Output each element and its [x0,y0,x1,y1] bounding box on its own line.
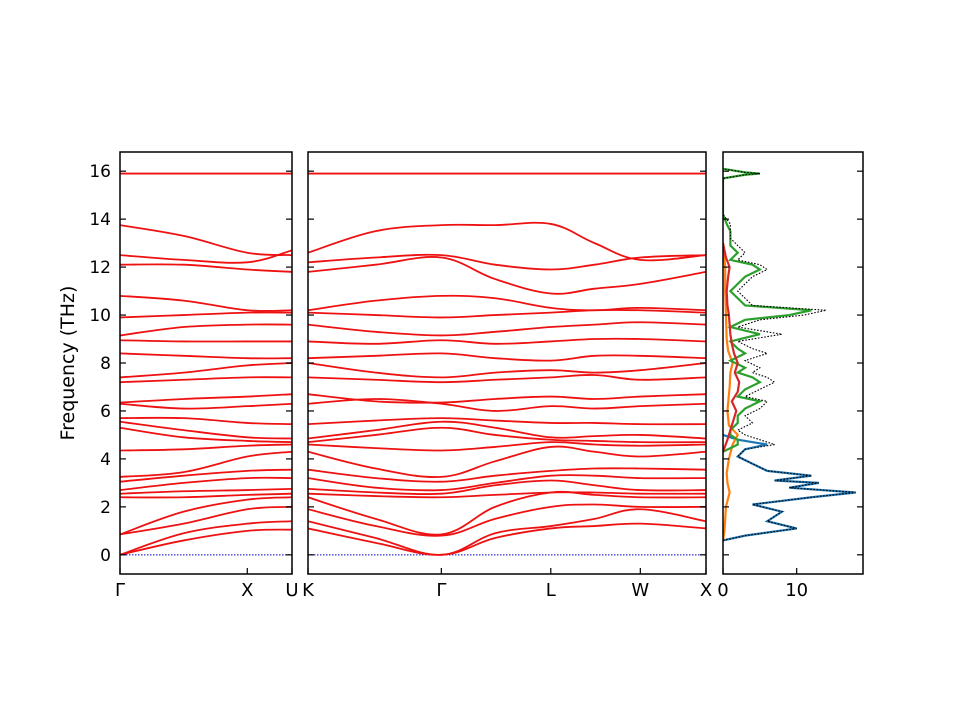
x-tick-label: Γ [436,580,446,601]
band-line [308,256,706,295]
y-axis-label: Frequency (THz) [57,286,79,441]
band-line [308,445,706,478]
band-line [120,492,292,499]
y-tick-label: 10 [89,306,111,326]
band-line [120,443,292,452]
y-tick-label: 14 [89,210,111,230]
dos-panel: 0 10 [717,151,864,601]
band-line [308,474,706,492]
band-line [120,528,292,556]
band-line [120,402,292,410]
band-line [120,520,292,556]
band-line [308,503,706,537]
band-line [120,376,292,384]
x-tick-label: K [302,580,315,601]
band-line [120,416,292,426]
y-tick-label: 12 [89,258,111,278]
band-line [308,420,706,440]
band-line [308,467,706,483]
band-line [120,450,292,478]
band-line [308,398,706,412]
dos-curves [723,167,856,542]
y-tick-label: 16 [89,162,111,182]
partial-dos-line [723,242,741,453]
axes-frame [307,151,707,575]
x-tick-label: L [546,580,556,601]
band-line [308,508,706,556]
y-tick-label: 2 [100,498,111,518]
band-line [120,352,292,360]
dos-x-tick-label: 0 [717,580,728,601]
band-line [308,441,706,452]
x-tick-label: Γ [115,580,125,601]
band-line [120,294,292,312]
band-line [308,362,706,379]
frequency-axis: 0 2 4 6 8 10 12 14 16 [89,162,111,566]
band-line [120,311,292,319]
axes-frame [722,151,864,575]
y-tick-label: 8 [100,354,111,374]
y-tick-label: 0 [100,546,111,566]
band-line [120,224,292,256]
band-line [308,491,706,499]
x-tick-label: W [631,580,649,601]
band-line [120,426,292,444]
total-dos-line [723,168,856,541]
band-line [308,321,706,337]
partial-dos-line [723,243,740,541]
band-line [120,487,292,495]
band-line [120,393,292,404]
y-tick-label: 4 [100,450,111,470]
x-tick-label: X [241,580,253,601]
band-lines [120,172,292,556]
band-line [308,294,706,312]
band-line [120,468,292,483]
band-lines [308,172,706,556]
band-line [308,253,706,271]
band-line [120,496,292,536]
band-line [308,417,706,426]
band-line [120,323,292,337]
band-line [308,479,706,496]
axes-frame [119,151,293,575]
band-line [308,426,706,444]
x-tick-label: X [700,580,712,601]
dos-x-tick-label: 10 [785,580,808,601]
band-line [308,393,706,404]
band-line [308,374,706,384]
band-line [120,476,292,491]
x-tick-label: U [285,580,298,601]
band-line [308,221,706,262]
band-line [308,337,706,345]
band-line [308,490,706,536]
band-line [308,309,706,319]
band-line [120,339,292,343]
band-line [120,362,292,379]
band-line [120,505,292,536]
band-line [308,522,706,556]
band-line [120,420,292,440]
band-line [308,352,706,362]
partial-dos-line [723,167,812,453]
band-line [120,249,292,264]
band-line [120,263,292,273]
y-tick-label: 6 [100,402,111,422]
